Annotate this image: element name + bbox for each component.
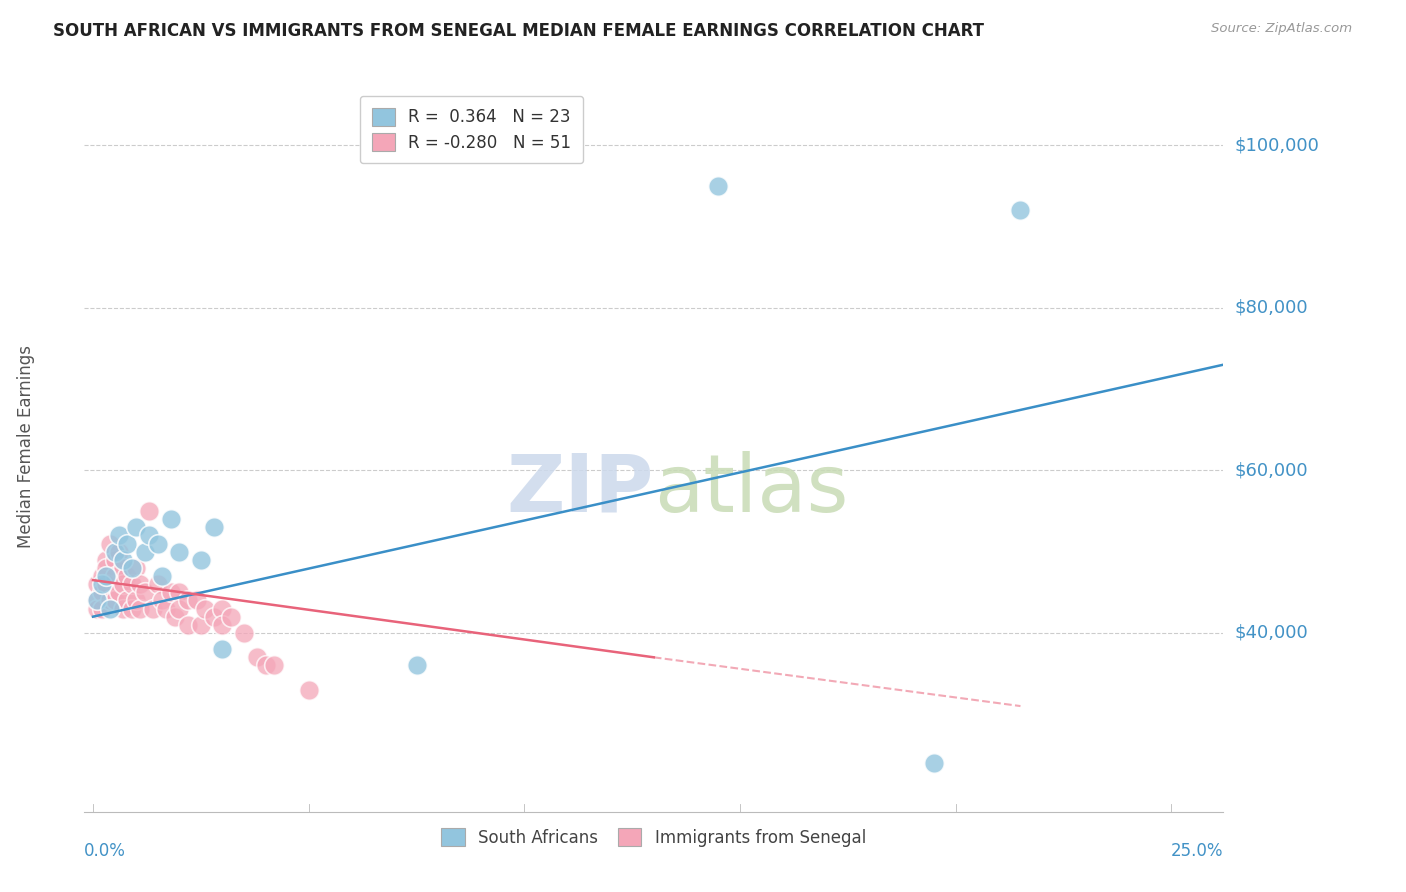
Point [98,536,121,550]
Point [90,577,112,591]
Point [121,561,143,575]
Point [86,577,108,591]
Point [134,585,156,599]
Text: $100,000: $100,000 [1234,136,1319,154]
Point [190,553,212,567]
Point [103,544,125,558]
Point [707,178,730,193]
Text: $40,000: $40,000 [1234,624,1308,642]
Point [177,593,200,607]
Point [134,544,156,558]
Text: Source: ZipAtlas.com: Source: ZipAtlas.com [1212,22,1353,36]
Point [90,601,112,615]
Point [190,617,212,632]
Point [219,609,242,624]
Text: Median Female Earnings: Median Female Earnings [17,344,35,548]
Point [125,561,148,575]
Point [169,585,191,599]
Point [94,577,117,591]
Point [138,528,160,542]
Text: 0.0%: 0.0% [84,842,127,860]
Point [103,553,125,567]
Point [138,504,160,518]
Point [177,617,200,632]
Point [211,617,233,632]
Point [169,601,191,615]
Point [112,577,135,591]
Point [94,569,117,583]
Point [117,536,139,550]
Point [108,585,131,599]
Point [90,569,112,583]
Text: 25.0%: 25.0% [1171,842,1223,860]
Point [186,593,208,607]
Point [86,593,108,607]
Point [86,593,108,607]
Point [103,593,125,607]
Point [194,601,217,615]
Point [1010,203,1032,218]
Point [125,593,148,607]
Text: atlas: atlas [654,450,848,529]
Point [112,561,135,575]
Point [94,561,117,575]
Point [112,553,135,567]
Point [146,577,169,591]
Point [155,601,177,615]
Point [112,601,135,615]
Point [405,658,427,673]
Point [121,601,143,615]
Point [86,601,108,615]
Point [108,528,131,542]
Point [163,609,186,624]
Point [98,593,121,607]
Point [142,601,165,615]
Point [922,756,945,770]
Point [263,658,285,673]
Point [298,682,321,697]
Point [202,520,225,534]
Text: $60,000: $60,000 [1234,461,1308,479]
Point [202,609,225,624]
Point [108,544,131,558]
Point [233,626,256,640]
Text: SOUTH AFRICAN VS IMMIGRANTS FROM SENEGAL MEDIAN FEMALE EARNINGS CORRELATION CHAR: SOUTH AFRICAN VS IMMIGRANTS FROM SENEGAL… [53,22,984,40]
Point [117,593,139,607]
Point [103,569,125,583]
Point [169,544,191,558]
Point [150,569,173,583]
Point [98,601,121,615]
Point [129,601,152,615]
Point [146,536,169,550]
Point [121,577,143,591]
Point [211,601,233,615]
Point [129,577,152,591]
Point [159,512,181,526]
Point [117,569,139,583]
Point [90,585,112,599]
Point [254,658,277,673]
Point [211,642,233,657]
Text: ZIP: ZIP [506,450,654,529]
Point [246,650,269,665]
Point [159,585,181,599]
Point [150,593,173,607]
Point [125,520,148,534]
Text: $80,000: $80,000 [1234,299,1308,317]
Legend: South Africans, Immigrants from Senegal: South Africans, Immigrants from Senegal [430,816,877,858]
Point [94,553,117,567]
